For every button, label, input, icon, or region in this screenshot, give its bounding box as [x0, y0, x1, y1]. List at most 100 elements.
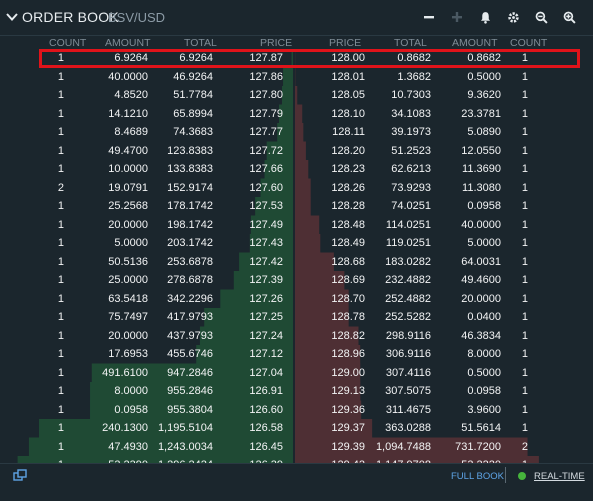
bid-total-cell: 65.8994 — [173, 105, 213, 124]
ask-count-cell: 1 — [522, 308, 528, 327]
bid-total-cell: 133.8383 — [167, 160, 213, 179]
real-time-link[interactable]: REAL-TIME — [534, 471, 585, 482]
bid-total-cell: 152.9174 — [167, 179, 213, 198]
bid-amount-cell: 20.0000 — [108, 327, 148, 346]
ask-price-cell: 128.28 — [331, 197, 365, 216]
ask-total-cell: 298.9116 — [386, 327, 431, 346]
bid-amount-cell: 6.9264 — [114, 49, 148, 68]
ask-price-cell: 129.39 — [331, 438, 365, 457]
panel-title: ORDER BOOK — [22, 9, 119, 25]
bid-price-cell: 127.49 — [249, 216, 283, 235]
ask-amount-cell: 51.5614 — [461, 419, 501, 438]
bid-total-cell: 947.2846 — [167, 364, 213, 383]
ask-amount-cell: 731.7200 — [455, 438, 501, 457]
bid-count-cell: 1 — [58, 68, 64, 87]
footer-divider — [505, 467, 506, 483]
bid-price-cell: 127.77 — [249, 123, 283, 142]
bid-amount-cell: 25.2568 — [108, 197, 148, 216]
bid-amount-cell: 75.7497 — [108, 308, 148, 327]
ask-total-cell: 114.0251 — [386, 216, 431, 235]
ask-price-cell: 128.20 — [331, 142, 365, 161]
bid-price-cell: 127.80 — [249, 86, 283, 105]
bid-amount-cell: 49.4700 — [108, 142, 148, 161]
zoom-out-icon[interactable] — [533, 9, 549, 25]
bid-price-cell: 127.66 — [249, 160, 283, 179]
ask-price-cell: 128.82 — [331, 327, 365, 346]
bid-count-cell: 1 — [58, 271, 64, 290]
bid-amount-cell: 8.0000 — [114, 382, 148, 401]
ask-count-cell: 1 — [522, 216, 528, 235]
zoom-in-icon[interactable] — [561, 9, 577, 25]
bid-count-cell: 1 — [58, 86, 64, 105]
bid-price-cell: 126.91 — [249, 382, 283, 401]
popout-window-icon[interactable] — [13, 469, 27, 481]
alert-bell-icon[interactable] — [477, 9, 493, 25]
bid-price-cell: 127.43 — [249, 234, 283, 253]
chevron-down-icon[interactable] — [6, 11, 18, 23]
bid-count-cell: 1 — [58, 419, 64, 438]
bid-total-cell: 46.9264 — [173, 68, 213, 87]
bid-total-header: TOTAL — [184, 37, 217, 49]
ask-amount-header: AMOUNT — [452, 37, 498, 49]
ask-count-cell: 1 — [522, 123, 528, 142]
ask-amount-cell: 0.8682 — [467, 49, 501, 68]
ask-price-cell: 128.48 — [331, 216, 365, 235]
ask-price-cell: 128.68 — [331, 253, 365, 272]
decrease-precision-icon[interactable] — [421, 9, 437, 25]
bid-count-cell: 1 — [58, 253, 64, 272]
bid-amount-cell: 50.5136 — [108, 253, 148, 272]
ask-amount-cell: 11.3690 — [462, 160, 501, 179]
bid-amount-cell: 19.0791 — [108, 179, 148, 198]
bid-total-cell: 253.6878 — [167, 253, 213, 272]
bid-total-cell: 955.2846 — [167, 382, 213, 401]
bid-amount-cell: 40.0000 — [108, 68, 148, 87]
full-book-link[interactable]: FULL BOOK — [451, 471, 504, 482]
ask-count-cell: 1 — [522, 49, 528, 68]
ask-price-cell: 128.96 — [331, 345, 365, 364]
bid-amount-cell: 4.8520 — [114, 86, 148, 105]
bid-count-cell: 1 — [58, 345, 64, 364]
ask-amount-cell: 0.0958 — [467, 382, 501, 401]
ask-price-cell: 129.00 — [331, 364, 365, 383]
ask-amount-cell: 64.0031 — [461, 253, 501, 272]
ask-amount-cell: 46.3834 — [461, 327, 501, 346]
ask-total-cell: 307.5075 — [385, 382, 431, 401]
increase-precision-icon[interactable] — [449, 9, 465, 25]
bid-count-cell: 1 — [58, 438, 64, 457]
bid-price-cell: 126.45 — [249, 438, 283, 457]
bid-total-cell: 203.1742 — [167, 234, 213, 253]
ask-price-cell: 128.00 — [331, 49, 365, 68]
ask-amount-cell: 12.0550 — [461, 142, 501, 161]
ask-amount-cell: 0.5000 — [467, 364, 501, 383]
ask-amount-cell: 20.0000 — [461, 290, 501, 309]
ask-amount-cell: 0.0958 — [467, 197, 501, 216]
settings-gear-icon[interactable] — [505, 9, 521, 25]
bid-price-cell: 127.04 — [249, 364, 283, 383]
bid-count-cell: 1 — [58, 290, 64, 309]
bid-total-cell: 123.8383 — [167, 142, 213, 161]
ask-total-cell: 73.9293 — [391, 179, 431, 198]
ask-price-cell: 129.36 — [331, 401, 365, 420]
